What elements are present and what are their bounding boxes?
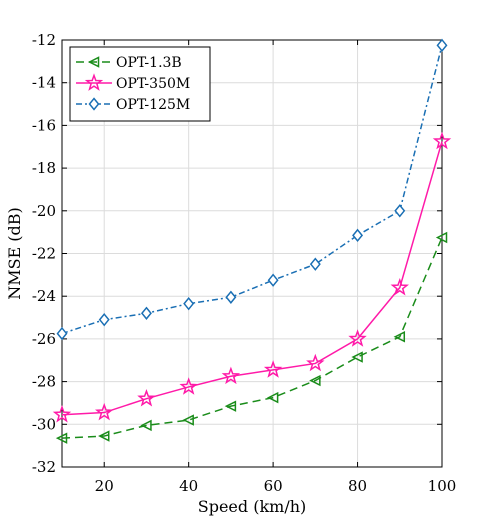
data-point-opt-1-3b [182,414,194,426]
x-tick-label: 80 [348,477,367,495]
data-point-opt-1-3b [351,351,363,363]
series-group [52,38,452,444]
series-line-opt-350m [61,141,443,416]
data-point-opt-350m [432,131,452,150]
y-tick-label: -26 [32,330,56,348]
y-tick-label: -30 [32,415,56,433]
data-point-opt-125m [394,204,406,218]
data-point-opt-1-3b [140,419,152,432]
y-tick-label: -16 [32,116,56,134]
y-tick-label: -28 [32,373,56,391]
data-point-opt-1-3b [98,430,110,442]
y-tick-label: -20 [32,202,56,220]
data-point-opt-1-3b [393,331,406,343]
data-point-opt-1-3b [266,391,279,404]
data-point-opt-125m [436,38,448,53]
legend-marker-opt-125m [88,97,100,111]
data-point-opt-350m [179,377,198,395]
legend: OPT-1.3B OPT-350M OPT-125M [69,46,211,122]
data-point-opt-125m [183,296,195,311]
data-point-opt-1-3b [435,231,448,244]
data-point-opt-350m [52,405,72,423]
x-tick-label: 100 [428,477,457,495]
y-tick-label: -12 [32,31,56,49]
series-opt-350m [52,131,452,423]
legend-marker-opt-350m [84,73,104,91]
y-axis-title: NMSE (dB) [5,207,24,300]
data-point-opt-125m [98,313,110,327]
legend-label-opt-350m: OPT-350M [116,76,190,92]
data-point-opt-350m [306,353,325,372]
y-tick-label: -18 [32,159,56,177]
y-tick-label: -24 [32,287,56,305]
series-opt-125m [56,38,448,341]
data-point-opt-1-3b [224,400,237,412]
x-axis-title: Speed (km/h) [198,497,307,516]
series-opt-1-3b [55,231,448,444]
y-tick-label: -22 [32,245,56,263]
data-point-opt-125m [56,326,68,341]
series-line-opt-125m [61,45,443,335]
data-point-opt-350m [263,360,283,378]
data-point-opt-350m [137,388,156,407]
data-point-opt-1-3b [55,432,68,444]
data-point-opt-125m [140,306,152,320]
data-point-opt-125m [267,273,279,287]
data-point-opt-350m [221,366,241,385]
data-point-opt-350m [348,329,367,347]
data-point-opt-125m [309,257,321,271]
data-point-opt-350m [95,402,114,421]
x-tick-label: 60 [264,477,283,495]
legend-label-opt-1-3b: OPT-1.3B [116,55,182,71]
data-point-opt-125m [352,228,364,243]
y-tick-label: -32 [32,458,56,476]
data-point-opt-350m [390,277,409,296]
x-tick-label: 20 [95,477,114,495]
x-tick-label: 40 [179,477,198,495]
data-point-opt-125m [225,290,237,304]
axis-ticks: 20 40 60 80 100 -32 -30 -28 -26 -24 -22 -20 -18 -16 -1… [32,31,456,495]
legend-label-opt-125m: OPT-125M [116,97,190,113]
data-point-opt-1-3b [309,374,321,387]
y-tick-label: -14 [32,74,56,92]
legend-marker-opt-1-3b [87,56,100,68]
